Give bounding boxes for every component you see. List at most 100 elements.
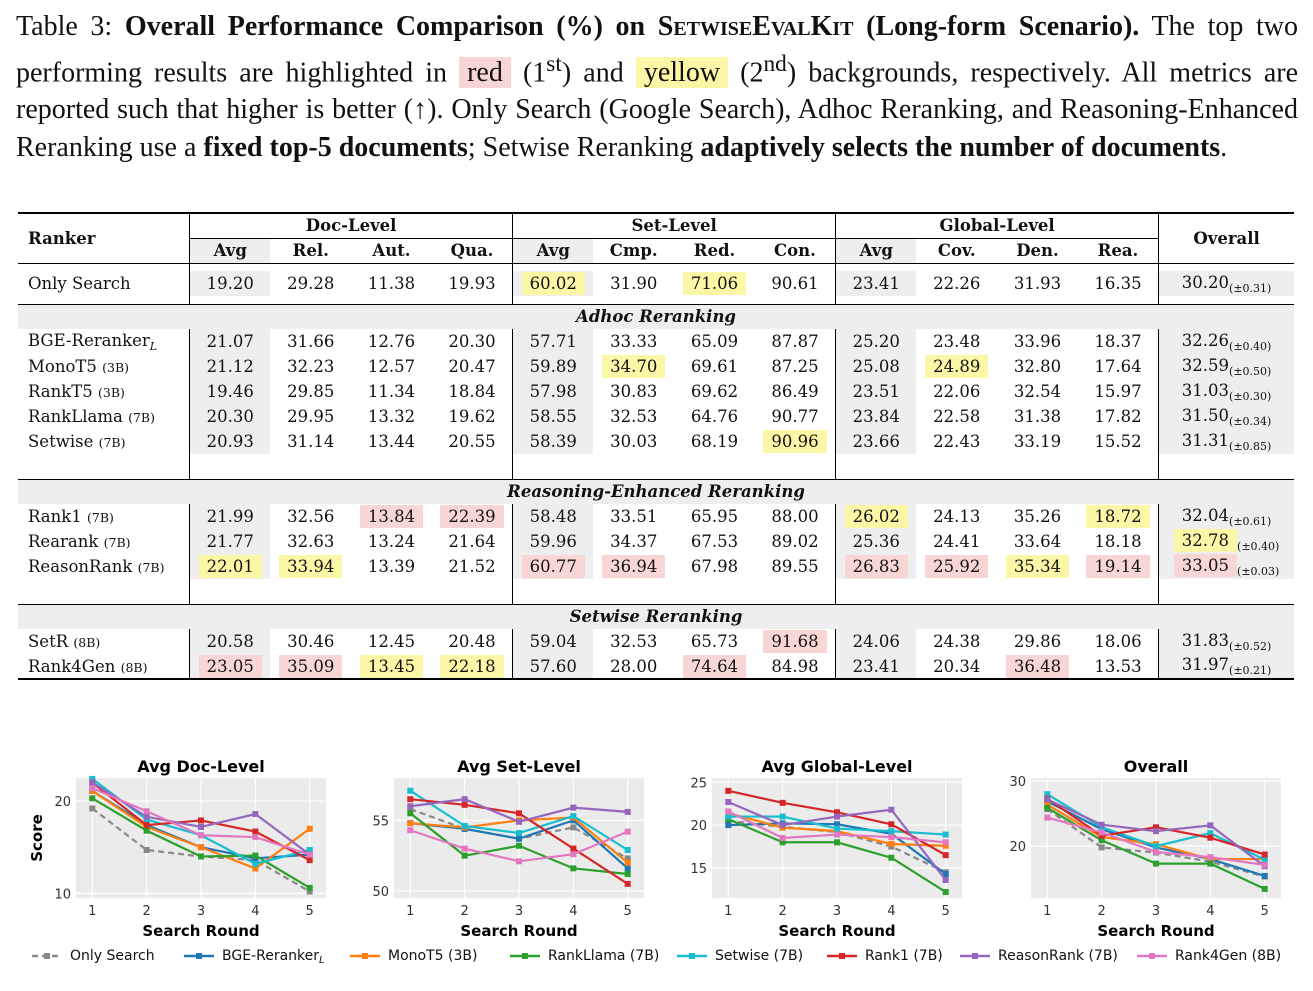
table-row: Rank1 (7B) 21.99 32.56 13.84 22.39 58.48 33.51… (18, 504, 1294, 529)
legend-line-icon (184, 953, 214, 959)
value: 29.28 (287, 274, 335, 293)
value: 87.25 (771, 357, 819, 376)
value: 64.76 (690, 407, 739, 426)
value-cell: 13.39 (351, 554, 432, 579)
value-cell: 65.73 (674, 629, 755, 654)
value: 18.18 (1094, 532, 1142, 551)
ranker-subscript: L (149, 339, 158, 353)
data-point (624, 865, 631, 872)
data-point (143, 847, 150, 853)
value: 65.73 (690, 632, 739, 651)
data-point (89, 775, 96, 782)
subheader-set-1: Cmp. (609, 241, 658, 260)
chart-legend: Only Search BGE-RerankerL MonoT5 (3B) RankL… (30, 944, 1290, 972)
chart-svg: 1 2 3 4 5 15 20 25 Search Round Avg Global-Level (690, 757, 962, 940)
value-cell: 11.34 (351, 379, 432, 404)
value: 29.86 (1013, 632, 1062, 651)
value-cell: 36.48 (997, 654, 1078, 679)
value-cell: 30.03 (593, 429, 674, 454)
value-cell: 18.37 (1078, 329, 1159, 354)
data-point (252, 860, 259, 867)
data-point (570, 865, 577, 872)
data-point (942, 889, 949, 895)
value: 90.96 (763, 430, 827, 453)
value: 18.37 (1094, 332, 1142, 351)
data-point (1261, 885, 1268, 892)
value: 12.45 (367, 632, 416, 651)
x-tick-label: 1 (88, 904, 96, 919)
data-point (1261, 861, 1268, 868)
value-cell: 23.84 (835, 404, 917, 429)
ranker-size: (8B) (120, 659, 148, 675)
value-cell: 22.43 (916, 429, 997, 454)
value: 58.48 (529, 507, 577, 526)
caption-s3: ; Setwise Reranking (467, 131, 694, 163)
data-point (1153, 848, 1159, 855)
group-header-row: Reasoning-Enhanced Reranking (18, 479, 1294, 504)
value-cell: 12.57 (351, 354, 432, 379)
value: 69.62 (690, 382, 739, 401)
x-axis-label: Search Round (1097, 922, 1214, 940)
value-cell: 15.97 (1078, 379, 1159, 404)
value: 25.36 (852, 532, 900, 551)
value-cell: 91.68 (755, 629, 836, 654)
value: 57.71 (529, 332, 577, 351)
data-point (407, 803, 414, 810)
data-point (1153, 860, 1159, 867)
value: 65.95 (690, 507, 739, 526)
value-cell: 57.71 (512, 329, 594, 354)
value: 35.34 (1005, 555, 1070, 578)
value-cell: 13.53 (1078, 654, 1159, 679)
value-cell: 31.90 (593, 271, 674, 296)
value: 30.03 (610, 432, 658, 451)
line-chart-2: 1 2 3 4 5 50 55 Search Round Avg Set-Level (338, 752, 654, 942)
value: 19.62 (448, 407, 496, 426)
table-row: MonoT5 (3B) 21.12 32.23 12.57 20.47 59.89 34.7… (18, 354, 1294, 379)
overall-cell: 32.04(±0.61) (1158, 504, 1294, 529)
data-point (461, 852, 468, 859)
overall-cell: 32.78 (±0.40) (1158, 528, 1294, 554)
ranker-size: (3B) (102, 360, 130, 375)
value-cell: 19.46 (189, 379, 271, 404)
chart-title: Avg Set-Level (457, 757, 581, 776)
line-chart-1: 1 2 3 4 5 10 20 Search Round Score Avg Doc-Level (20, 752, 336, 942)
overall-cell: 31.03(±0.30) (1158, 379, 1294, 404)
value-cell: 13.84 (351, 504, 432, 529)
value-cell: 65.95 (674, 504, 755, 529)
value: 21.99 (206, 507, 254, 526)
value-cell: 58.55 (512, 404, 594, 429)
y-tick-label: 30 (1009, 775, 1026, 790)
value: 20.93 (206, 432, 254, 451)
value-cell: 20.34 (916, 654, 997, 679)
value: 57.60 (529, 656, 577, 676)
ranker-size: (7B) (98, 435, 126, 450)
value-cell: 33.19 (997, 429, 1078, 454)
y-tick-label: 20 (54, 795, 71, 810)
value-cell: 31.93 (997, 271, 1078, 296)
value: 25.08 (852, 357, 900, 376)
subheader-set-3: Con. (774, 241, 816, 260)
value: 23.51 (852, 382, 900, 401)
value-cell: 87.25 (755, 354, 836, 379)
value: 26.02 (844, 505, 908, 528)
value-cell: 28.00 (593, 654, 674, 679)
ranker-size: (7B) (128, 410, 155, 425)
value-cell: 88.00 (755, 504, 836, 529)
caption-label: Table 3: (16, 11, 113, 42)
value-cell: 32.53 (593, 629, 674, 654)
value-cell: 19.93 (432, 271, 513, 296)
data-point (942, 871, 949, 877)
x-axis-label: Search Round (142, 922, 259, 940)
value-cell: 13.32 (351, 404, 432, 429)
value-cell: 22.06 (916, 379, 997, 404)
caption-second: (2 (740, 56, 764, 88)
value: 15.97 (1094, 382, 1142, 401)
value-cell: 59.04 (512, 629, 594, 654)
value-cell: 17.64 (1078, 354, 1159, 379)
value-cell: 23.51 (835, 379, 917, 404)
x-tick-label: 5 (1261, 904, 1269, 919)
overall-cell: 30.20(±0.31) (1158, 271, 1294, 296)
value-cell: 59.89 (512, 354, 594, 379)
data-point (1207, 834, 1214, 841)
data-point (570, 804, 577, 811)
